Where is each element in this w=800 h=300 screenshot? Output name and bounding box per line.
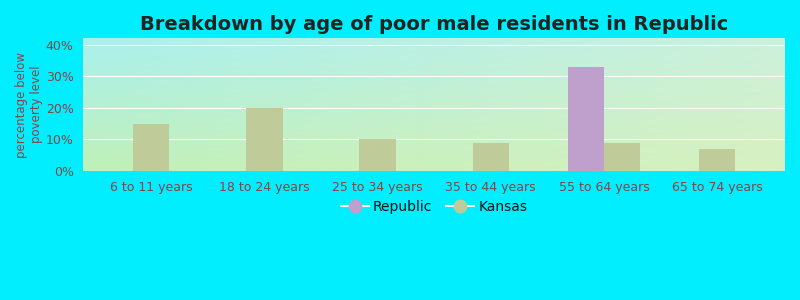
- Title: Breakdown by age of poor male residents in Republic: Breakdown by age of poor male residents …: [140, 15, 728, 34]
- Bar: [246, 108, 282, 171]
- Bar: [568, 67, 604, 171]
- Bar: [473, 142, 509, 171]
- Legend: Republic, Kansas: Republic, Kansas: [335, 195, 533, 220]
- Bar: [359, 140, 396, 171]
- Bar: [604, 142, 640, 171]
- Bar: [133, 124, 170, 171]
- Bar: [699, 149, 735, 171]
- Y-axis label: percentage below
poverty level: percentage below poverty level: [15, 52, 43, 158]
